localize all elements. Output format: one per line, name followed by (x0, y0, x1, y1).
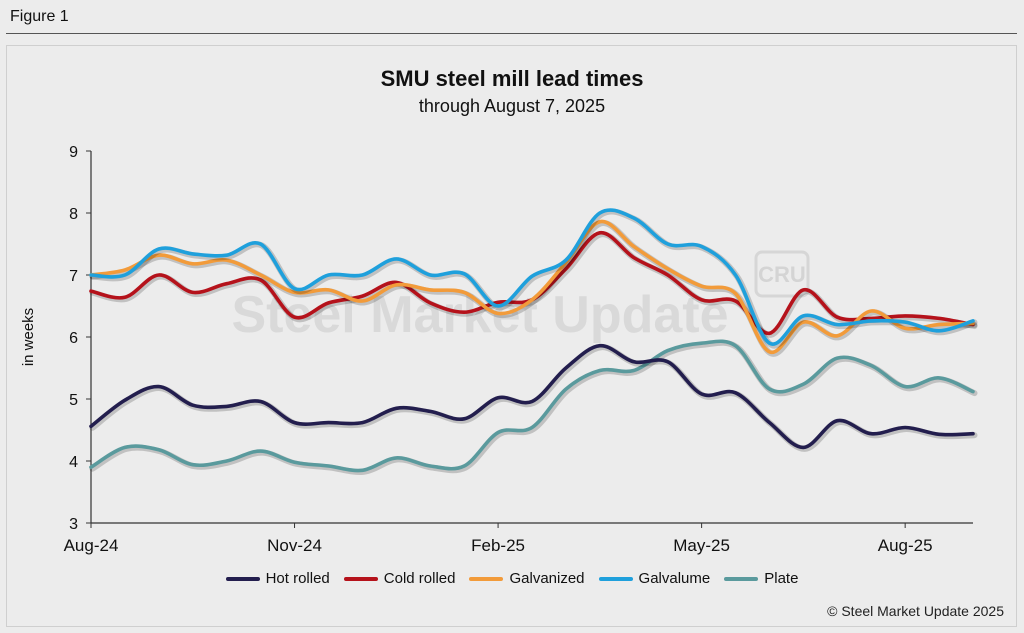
figure-label: Figure 1 (10, 8, 69, 25)
series-line-plate (89, 339, 975, 473)
y-tick-label: 5 (69, 392, 78, 409)
series-line-hot-rolled (89, 343, 975, 450)
x-tick-label: May-25 (673, 536, 730, 555)
legend-swatch-galvanized (469, 576, 504, 581)
legend-swatch-plate (724, 576, 759, 581)
chart-panel (6, 45, 1017, 627)
legend-swatch-cold-rolled (343, 576, 378, 581)
legend-item-cold-rolled: Cold rolled (343, 570, 456, 587)
series-line-galvalume (89, 208, 975, 346)
chart-axes: 3 4 5 6 7 8 9 in weeks Aug-24 Nov-24 Feb-25 May-25 A… (20, 144, 973, 555)
legend-item-hot-rolled: Hot rolled (225, 570, 330, 587)
chart-legend: Hot rolled Cold rolled Galvanized Galvalume… (0, 570, 1024, 587)
x-tick-label: Nov-24 (267, 536, 322, 555)
y-tick-label: 7 (69, 268, 78, 285)
legend-label: Galvanized (509, 570, 585, 587)
y-tick-label: 3 (69, 516, 78, 533)
watermark-text: Steel Market Update (231, 286, 728, 344)
legend-item-galvanized: Galvanized (469, 570, 585, 587)
x-tick-label: Feb-25 (471, 536, 525, 555)
watermark-badge-frame (754, 250, 810, 298)
legend-label: Plate (764, 570, 799, 587)
legend-swatch-hot-rolled (225, 576, 260, 581)
legend-label: Hot rolled (265, 570, 330, 587)
legend-label: Galvalume (638, 570, 711, 587)
legend-swatch-galvalume (598, 576, 633, 581)
watermark: Steel Market Update CRU (231, 250, 810, 344)
chart-subtitle: through August 7, 2025 (418, 96, 606, 116)
copyright-notice: © Steel Market Update 2025 (827, 603, 1004, 619)
legend-item-plate: Plate (724, 570, 798, 587)
series-line-galvanized (89, 219, 975, 354)
y-tick-label: 9 (69, 144, 78, 161)
y-tick-label: 6 (69, 330, 78, 347)
watermark-badge-text: CRU (758, 262, 806, 287)
y-tick-label: 8 (69, 206, 78, 223)
series-shadow-plate (89, 339, 978, 476)
x-tick-label: Aug-24 (64, 536, 119, 555)
series-shadow-hot-rolled (89, 344, 978, 452)
legend-item-galvalume: Galvalume (598, 570, 711, 587)
y-axis-label: in weeks (20, 308, 37, 366)
x-tick-label: Aug-25 (878, 536, 933, 555)
chart-title: SMU steel mill lead times (380, 66, 644, 91)
chart-series (89, 208, 978, 476)
y-tick-label: 4 (69, 454, 78, 471)
figure-rule (6, 33, 1017, 34)
legend-label: Cold rolled (383, 570, 456, 587)
